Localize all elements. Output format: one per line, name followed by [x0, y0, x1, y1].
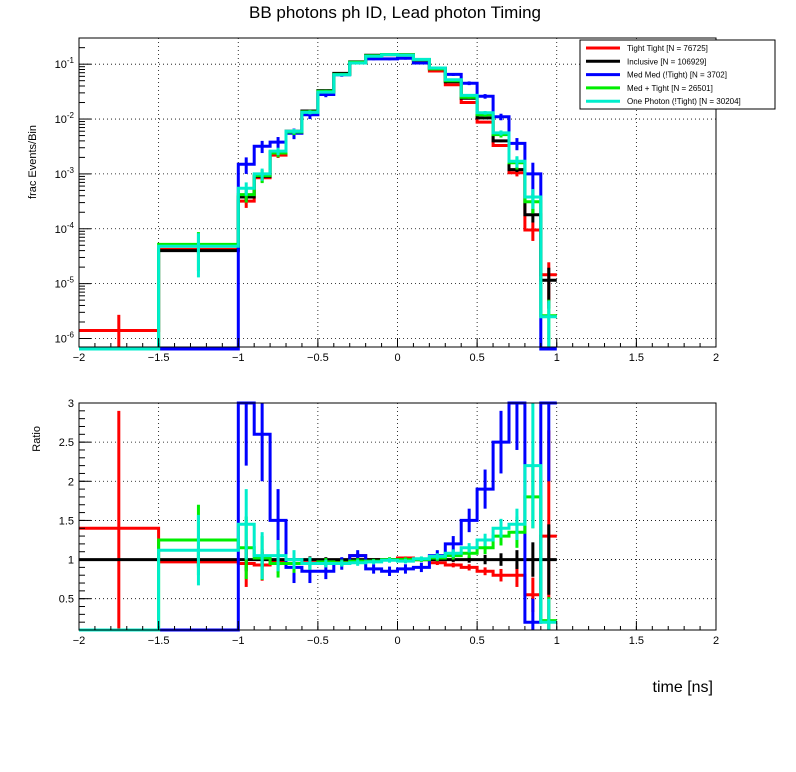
- legend: Tight Tight [N = 76725] Inclusive [N = 10…: [579, 39, 776, 110]
- series-one-photon-tight: [79, 53, 557, 351]
- top-x-tick-label: −1: [232, 352, 245, 364]
- top-y-tick-label: 10-6: [55, 331, 75, 346]
- series-line: [79, 464, 557, 632]
- top-x-tick-label: 0: [394, 352, 400, 364]
- bottom-x-tick-label: −0.5: [307, 635, 329, 647]
- bottom-x-tick-label: 1: [554, 635, 560, 647]
- series-line: [79, 53, 557, 351]
- bottom-x-tick-label: −1: [232, 635, 245, 647]
- legend-label-med-med-tight: Med Med (!Tight) [N = 3702]: [627, 71, 727, 80]
- bottom-x-tick-label: 0: [394, 635, 400, 647]
- series-med-med-tight: [79, 401, 557, 632]
- bottom-y-tick-label: 2.5: [59, 437, 74, 449]
- top-panel-x-ticks: −2 −1.5 −1 −0.5 0 0.5 1 1.5 2: [73, 338, 719, 364]
- top-y-tick-label: 10-2: [55, 111, 75, 126]
- bottom-panel-y-ticks: 0.5 1 1.5 2 2.5 3: [59, 398, 91, 631]
- top-x-tick-label: −0.5: [307, 352, 329, 364]
- top-y-tick-label: 10-4: [55, 221, 75, 236]
- top-panel-series: [79, 53, 557, 351]
- x-axis-label: time [ns]: [653, 679, 713, 696]
- top-panel-y-ticks: 10-6 10-5 10-4 10-3 10-2 10-1: [55, 47, 91, 346]
- top-x-tick-label: 2: [713, 352, 719, 364]
- bottom-y-tick-label: 2: [68, 476, 74, 488]
- top-y-tick-label: 10-3: [55, 166, 75, 181]
- top-x-tick-label: −2: [73, 352, 86, 364]
- bottom-y-tick-label: 1: [68, 555, 74, 567]
- bottom-y-tick-label: 1.5: [59, 515, 74, 527]
- chart-title: BB photons ph ID, Lead photon Timing: [249, 3, 541, 22]
- bottom-y-tick-label: 3: [68, 398, 74, 410]
- bottom-panel-x-ticks: −2 −1.5 −1 −0.5 0 0.5 1 1.5 2: [73, 621, 719, 647]
- bottom-y-tick-label: 0.5: [59, 594, 74, 606]
- bottom-x-tick-label: 0.5: [469, 635, 484, 647]
- bottom-y-axis-label: Ratio: [31, 426, 43, 452]
- legend-label-tight-tight: Tight Tight [N = 76725]: [627, 44, 708, 53]
- top-y-tick-label: 10-5: [55, 276, 75, 291]
- legend-label-inclusive: Inclusive [N = 106929]: [627, 57, 706, 66]
- top-x-tick-label: −1.5: [148, 352, 170, 364]
- top-x-tick-label: 1: [554, 352, 560, 364]
- legend-label-one-photon-tight: One Photon (!Tight) [N = 30204]: [627, 97, 741, 106]
- legend-label-med-tight: Med + Tight [N = 26501]: [627, 84, 713, 93]
- bottom-panel-series: [79, 401, 557, 632]
- top-x-tick-label: 0.5: [469, 352, 484, 364]
- bottom-x-tick-label: −2: [73, 635, 86, 647]
- bottom-x-tick-label: 2: [713, 635, 719, 647]
- series-one-photon-tight: [79, 403, 557, 632]
- top-y-tick-label: 10-1: [55, 56, 75, 71]
- bottom-x-tick-label: 1.5: [629, 635, 644, 647]
- bottom-x-tick-label: −1.5: [148, 635, 170, 647]
- top-x-tick-label: 1.5: [629, 352, 644, 364]
- top-y-axis-label: frac Events/Bin: [27, 125, 39, 199]
- bottom-panel-grid: [79, 402, 716, 630]
